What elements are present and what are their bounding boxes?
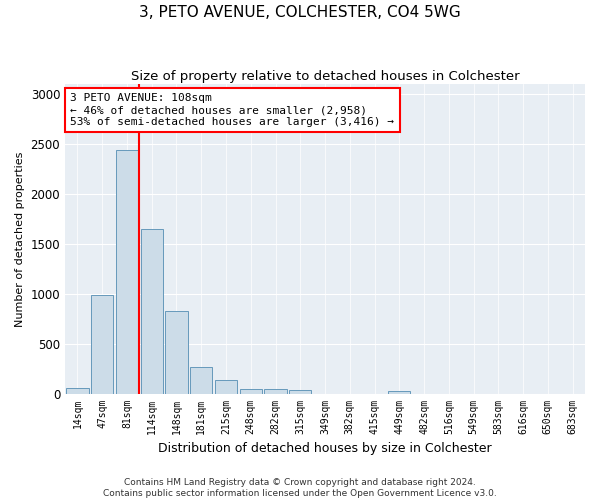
Bar xyxy=(289,390,311,394)
Bar xyxy=(239,389,262,394)
Bar xyxy=(140,229,163,394)
Bar xyxy=(66,388,89,394)
Bar xyxy=(116,150,138,394)
X-axis label: Distribution of detached houses by size in Colchester: Distribution of detached houses by size … xyxy=(158,442,492,455)
Text: 3, PETO AVENUE, COLCHESTER, CO4 5WG: 3, PETO AVENUE, COLCHESTER, CO4 5WG xyxy=(139,5,461,20)
Bar xyxy=(215,380,237,394)
Title: Size of property relative to detached houses in Colchester: Size of property relative to detached ho… xyxy=(131,70,520,83)
Bar xyxy=(190,366,212,394)
Text: 3 PETO AVENUE: 108sqm
← 46% of detached houses are smaller (2,958)
53% of semi-d: 3 PETO AVENUE: 108sqm ← 46% of detached … xyxy=(70,94,394,126)
Y-axis label: Number of detached properties: Number of detached properties xyxy=(15,151,25,326)
Bar xyxy=(91,295,113,394)
Text: Contains HM Land Registry data © Crown copyright and database right 2024.
Contai: Contains HM Land Registry data © Crown c… xyxy=(103,478,497,498)
Bar xyxy=(388,391,410,394)
Bar xyxy=(265,389,287,394)
Bar xyxy=(166,310,188,394)
